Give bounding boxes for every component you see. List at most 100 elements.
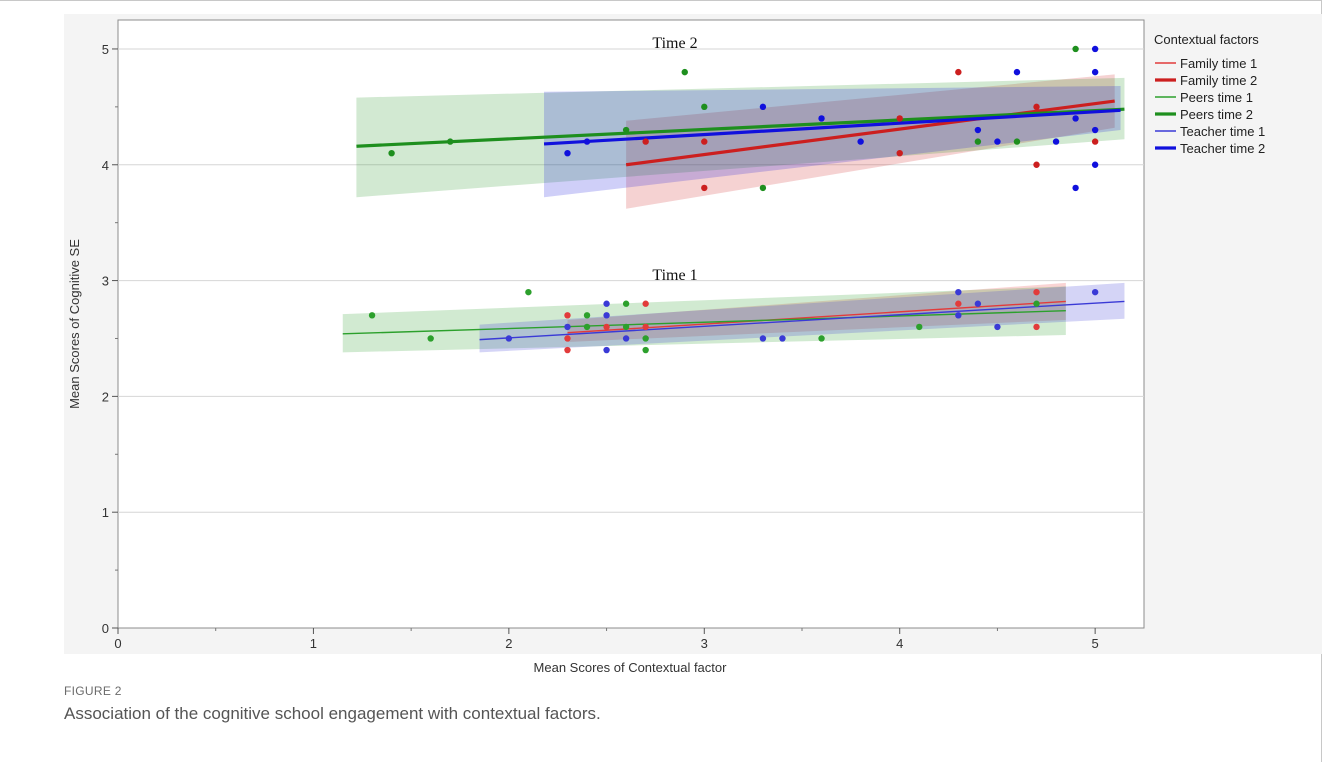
data-point-2-5 bbox=[622, 300, 630, 307]
data-point-4-11 bbox=[994, 323, 1001, 331]
data-point-2-10 bbox=[916, 323, 923, 331]
x-tick-label-3: 3 bbox=[701, 636, 708, 651]
data-point-2-2 bbox=[525, 288, 532, 296]
data-points bbox=[368, 45, 1099, 354]
data-point-5-3 bbox=[818, 115, 825, 122]
data-point-0-0 bbox=[564, 312, 571, 319]
data-point-1-6 bbox=[1033, 161, 1040, 168]
data-point-4-12 bbox=[1091, 288, 1099, 296]
regression-lines bbox=[342, 99, 1125, 341]
x-tick-label-1: 1 bbox=[310, 636, 317, 651]
data-point-5-8 bbox=[1052, 138, 1060, 145]
data-point-2-4 bbox=[583, 323, 591, 331]
legend-entry-0: Family time 1 bbox=[1180, 56, 1257, 71]
legend-entry-2: Peers time 1 bbox=[1180, 90, 1253, 105]
data-point-5-6 bbox=[994, 138, 1001, 145]
data-point-2-11 bbox=[1033, 300, 1040, 307]
legend-entry-1: Family time 2 bbox=[1180, 73, 1257, 88]
data-point-1-2 bbox=[701, 138, 708, 145]
grid-lines bbox=[118, 48, 1144, 513]
data-point-0-2 bbox=[564, 335, 571, 342]
data-point-0-6 bbox=[955, 300, 962, 307]
y-tick-label-1: 1 bbox=[102, 505, 109, 520]
data-point-4-2 bbox=[603, 300, 610, 307]
data-point-3-1 bbox=[447, 138, 454, 145]
data-point-4-9 bbox=[955, 312, 962, 319]
data-point-5-11 bbox=[1091, 45, 1099, 53]
data-point-0-1 bbox=[564, 346, 571, 354]
figure-label: FIGURE 2 bbox=[64, 684, 122, 698]
legend-entry-3: Peers time 2 bbox=[1180, 107, 1253, 122]
x-tick-label-4: 4 bbox=[896, 636, 903, 651]
x-tick-label-0: 0 bbox=[114, 636, 121, 651]
data-point-0-3 bbox=[603, 323, 610, 331]
y-tick-label-5: 5 bbox=[102, 42, 109, 57]
panel-labels: Time 2 Time 1 bbox=[652, 35, 697, 284]
legend-entry-5: Teacher time 2 bbox=[1180, 141, 1265, 156]
data-point-2-0 bbox=[368, 312, 376, 319]
data-point-4-6 bbox=[759, 335, 767, 342]
data-point-5-10 bbox=[1072, 184, 1079, 192]
x-axis-label: Mean Scores of Contextual factor bbox=[534, 660, 728, 675]
data-point-1-7 bbox=[1033, 103, 1040, 111]
data-point-4-5 bbox=[622, 335, 630, 342]
data-point-4-1 bbox=[564, 323, 571, 331]
data-point-5-13 bbox=[1091, 126, 1099, 134]
data-point-4-3 bbox=[603, 312, 610, 319]
axis-ticks: 0 1 2 3 4 5 0 1 2 3 4 5 bbox=[102, 42, 1099, 651]
data-point-5-0 bbox=[564, 149, 571, 157]
data-point-4-7 bbox=[779, 335, 786, 342]
data-point-1-5 bbox=[955, 68, 962, 76]
data-point-5-1 bbox=[583, 138, 591, 145]
data-point-5-7 bbox=[1013, 68, 1021, 76]
data-point-3-0 bbox=[388, 149, 395, 157]
data-point-5-4 bbox=[857, 138, 864, 145]
panel-label-0: Time 2 bbox=[652, 35, 697, 52]
confidence-band-5 bbox=[544, 86, 1121, 198]
data-point-5-12 bbox=[1091, 68, 1099, 76]
data-point-0-5 bbox=[642, 323, 649, 331]
data-point-5-5 bbox=[974, 126, 982, 134]
data-point-5-9 bbox=[1072, 115, 1079, 122]
data-point-1-8 bbox=[1091, 138, 1099, 145]
confidence-band-3 bbox=[356, 77, 1125, 198]
scatter-chart: 0 1 2 3 4 5 0 1 2 3 4 5 Time 2 Time 1 Mean Scores of… bbox=[64, 14, 1322, 675]
data-point-4-10 bbox=[974, 300, 982, 307]
data-point-3-3 bbox=[681, 68, 688, 76]
confidence-band-1 bbox=[626, 74, 1115, 209]
regression-line-2 bbox=[342, 309, 1066, 335]
data-point-1-3 bbox=[896, 149, 903, 157]
data-point-2-1 bbox=[427, 335, 434, 342]
data-point-1-0 bbox=[642, 138, 649, 145]
legend: Contextual factors Family time 1 Family t… bbox=[1154, 32, 1265, 156]
legend-title: Contextual factors bbox=[1154, 32, 1259, 47]
data-point-2-3 bbox=[583, 312, 591, 319]
regression-line-0 bbox=[567, 300, 1066, 334]
regression-line-1 bbox=[625, 99, 1115, 167]
data-point-2-9 bbox=[818, 335, 825, 342]
regression-line-4 bbox=[479, 300, 1125, 341]
regression-line-3 bbox=[356, 107, 1125, 148]
data-point-3-4 bbox=[701, 103, 708, 111]
data-point-2-6 bbox=[622, 323, 630, 331]
data-point-5-2 bbox=[759, 103, 767, 111]
y-tick-label-4: 4 bbox=[102, 158, 109, 173]
y-tick-label-0: 0 bbox=[102, 621, 109, 636]
data-point-4-0 bbox=[505, 335, 513, 342]
data-point-1-4 bbox=[896, 115, 903, 122]
data-point-4-8 bbox=[955, 288, 962, 296]
data-point-3-6 bbox=[974, 138, 982, 145]
x-tick-label-5: 5 bbox=[1092, 636, 1099, 651]
frame-top-border bbox=[0, 0, 1322, 1]
data-point-1-1 bbox=[701, 184, 708, 192]
data-point-0-8 bbox=[1033, 288, 1040, 296]
y-tick-label-3: 3 bbox=[102, 274, 109, 289]
legend-entry-4: Teacher time 1 bbox=[1180, 124, 1265, 139]
data-point-2-7 bbox=[642, 346, 649, 354]
data-point-3-5 bbox=[759, 184, 767, 192]
regression-line-5 bbox=[543, 108, 1121, 146]
data-point-5-14 bbox=[1091, 161, 1099, 168]
data-point-3-8 bbox=[1072, 45, 1079, 53]
x-tick-label-2: 2 bbox=[505, 636, 512, 651]
y-axis-label: Mean Scores of Cognitive SE bbox=[67, 239, 82, 409]
